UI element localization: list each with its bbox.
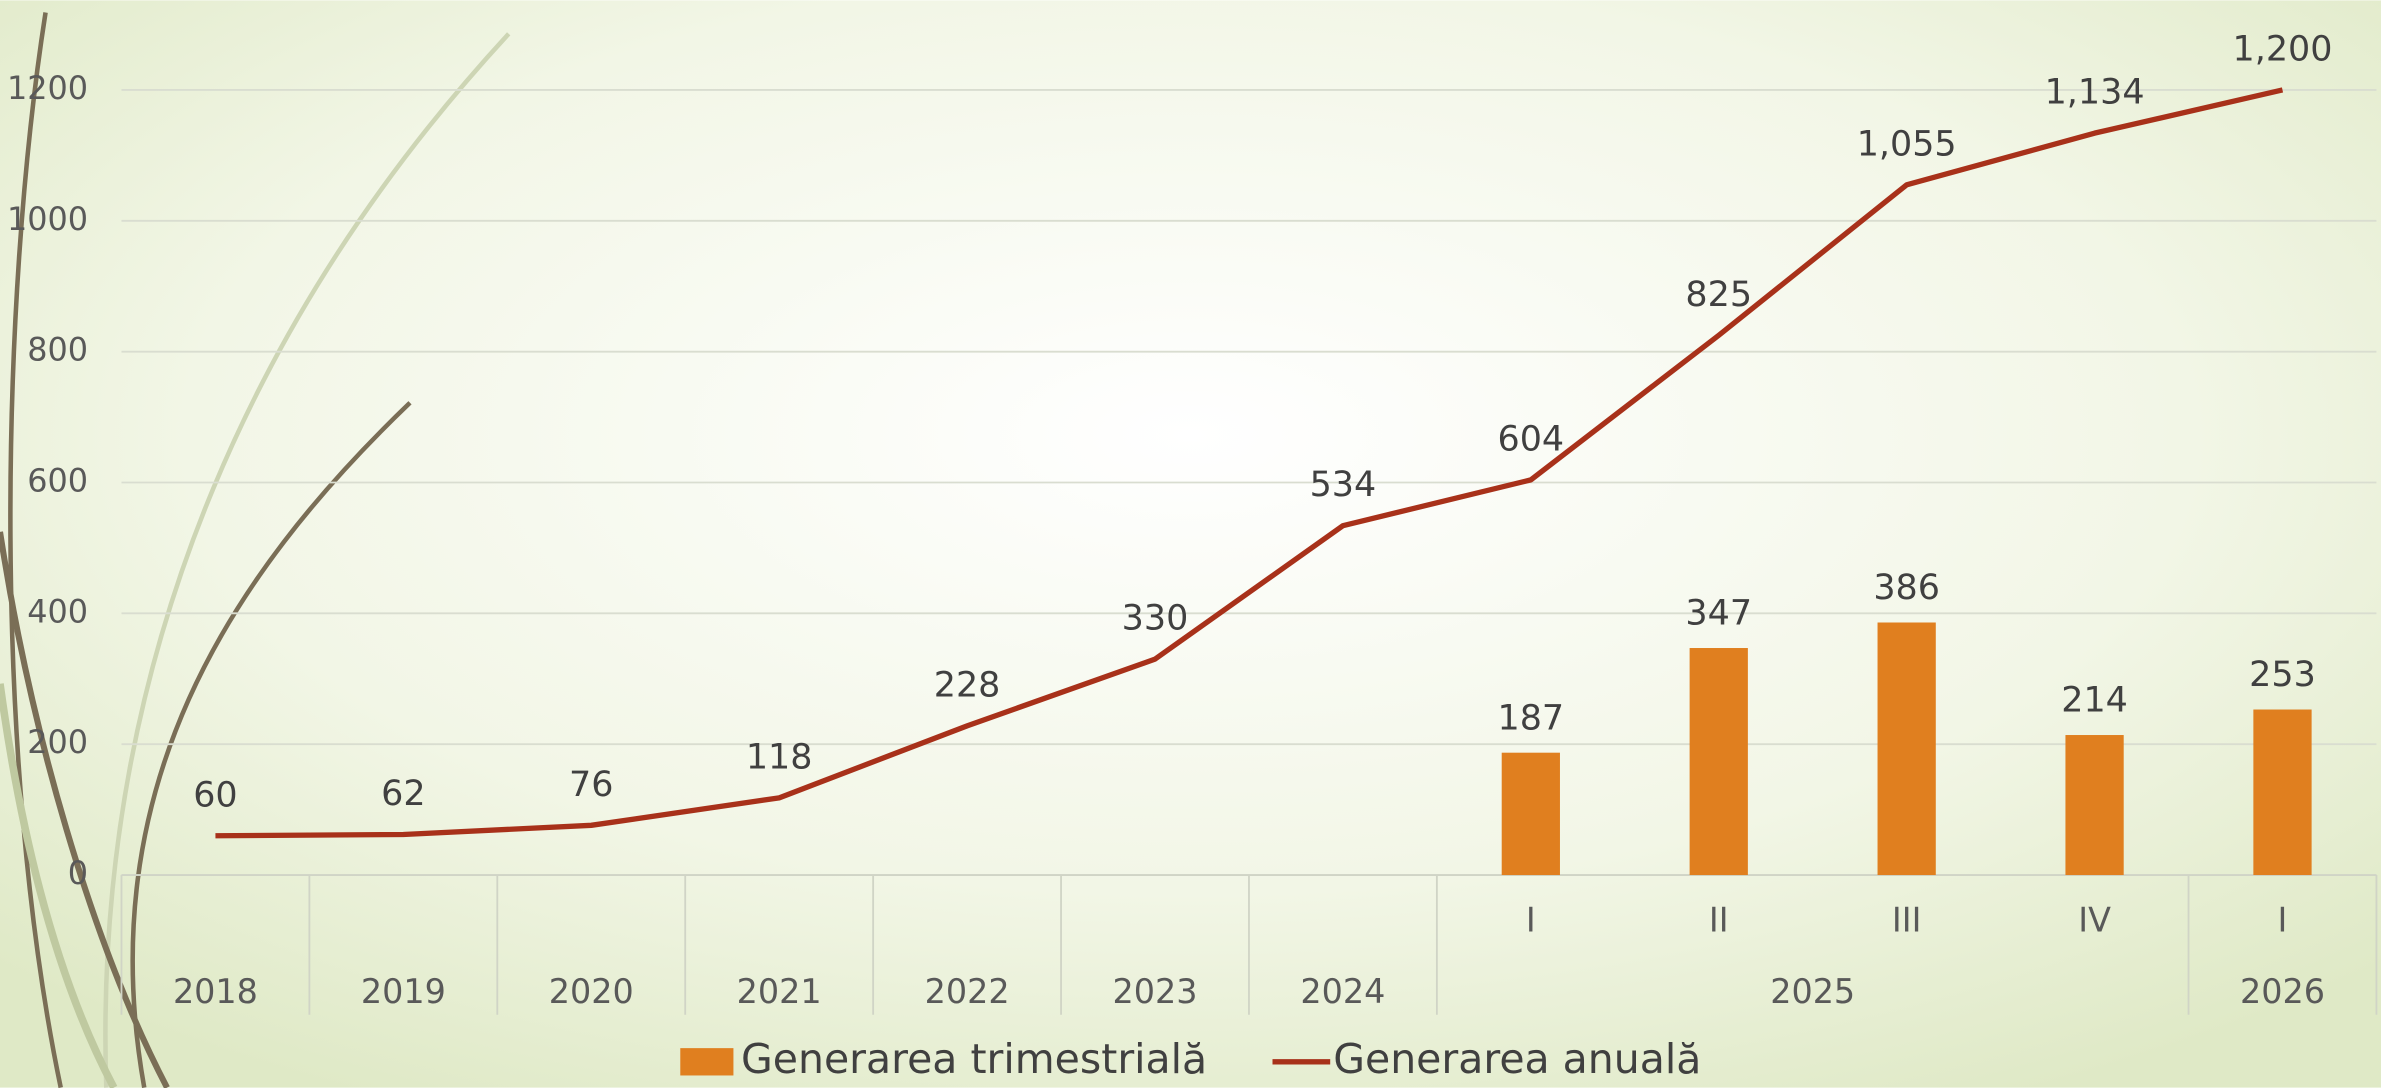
plot-area: 0 200 400 600 800 1000 1200 2018 2019 2020 2021 202… bbox=[7, 29, 2378, 1083]
bar bbox=[2253, 709, 2312, 876]
x-tick-label: III bbox=[1892, 901, 1922, 940]
y-tick-label: 400 bbox=[27, 592, 88, 630]
deco-curve bbox=[8, 12, 63, 1088]
bar bbox=[1501, 752, 1560, 876]
data-label: 604 bbox=[1498, 419, 1565, 459]
data-label: 228 bbox=[934, 665, 1001, 705]
data-label: 347 bbox=[1685, 594, 1752, 634]
data-label: 1,200 bbox=[2233, 29, 2333, 69]
bar bbox=[2065, 735, 2124, 876]
decoration bbox=[0, 12, 511, 1088]
legend-label: Generarea anuală bbox=[1333, 1035, 1701, 1083]
legend-label: Generarea trimestrială bbox=[741, 1035, 1207, 1083]
data-label: 76 bbox=[569, 765, 613, 805]
deco-curve bbox=[130, 401, 412, 1088]
y-tick-label: 800 bbox=[27, 331, 88, 369]
y-tick-label: 600 bbox=[27, 462, 88, 500]
legend-swatch bbox=[680, 1048, 734, 1076]
data-label: 330 bbox=[1122, 599, 1189, 639]
deco-curve bbox=[103, 32, 511, 1088]
deco-curve bbox=[0, 531, 170, 1088]
x-group-label: 2024 bbox=[1300, 972, 1385, 1011]
line bbox=[215, 87, 2284, 839]
data-label: 118 bbox=[746, 737, 813, 777]
bar bbox=[1877, 622, 1936, 876]
y-tick-label: 1200 bbox=[7, 69, 88, 107]
y-tick-label: 0 bbox=[68, 854, 88, 892]
x-group-label: 2026 bbox=[2240, 972, 2325, 1011]
x-group-label: 2021 bbox=[737, 972, 822, 1011]
data-label: 386 bbox=[1873, 568, 1940, 608]
y-tick-label: 1000 bbox=[7, 200, 88, 238]
x-group-label: 2025 bbox=[1770, 972, 1855, 1011]
x-tick-label: II bbox=[1709, 901, 1729, 940]
x-tick-label: I bbox=[2278, 901, 2288, 940]
data-label: 253 bbox=[2249, 655, 2316, 695]
data-label: 187 bbox=[1498, 698, 1565, 738]
data-label: 60 bbox=[193, 775, 237, 815]
data-label: 825 bbox=[1685, 275, 1752, 315]
x-group-label: 2019 bbox=[361, 972, 446, 1011]
x-group-label: 2020 bbox=[549, 972, 634, 1011]
data-label: 534 bbox=[1310, 465, 1377, 505]
x-tick-label: IV bbox=[2078, 901, 2111, 940]
data-label: 62 bbox=[381, 774, 425, 814]
x-group-label: 2022 bbox=[925, 972, 1010, 1011]
x-group-label: 2018 bbox=[173, 972, 258, 1011]
y-tick-label: 200 bbox=[27, 723, 88, 761]
deco-curve bbox=[0, 683, 118, 1088]
data-label: 1,055 bbox=[1857, 124, 1957, 164]
x-group-label: 2023 bbox=[1113, 972, 1198, 1011]
data-label: 1,134 bbox=[2045, 73, 2145, 113]
x-tick-label: I bbox=[1526, 901, 1536, 940]
bar bbox=[1689, 648, 1748, 876]
data-label: 214 bbox=[2061, 681, 2128, 721]
